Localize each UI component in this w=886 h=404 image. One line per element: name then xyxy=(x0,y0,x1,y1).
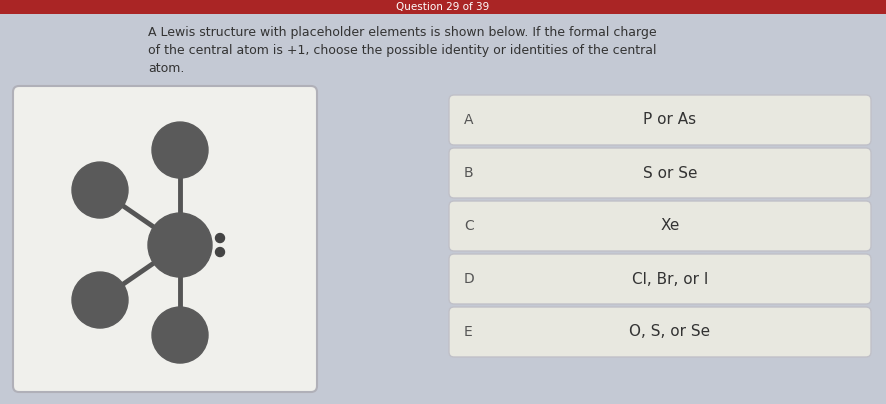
Text: Xe: Xe xyxy=(660,219,680,234)
FancyBboxPatch shape xyxy=(449,254,871,304)
Circle shape xyxy=(148,213,212,277)
FancyBboxPatch shape xyxy=(449,201,871,251)
FancyBboxPatch shape xyxy=(13,86,317,392)
FancyBboxPatch shape xyxy=(0,0,886,14)
Text: Cl, Br, or I: Cl, Br, or I xyxy=(632,271,708,286)
Text: S or Se: S or Se xyxy=(642,166,697,181)
Text: B: B xyxy=(464,166,474,180)
Text: C: C xyxy=(464,219,474,233)
Text: D: D xyxy=(464,272,475,286)
FancyBboxPatch shape xyxy=(449,307,871,357)
Circle shape xyxy=(215,248,224,257)
Circle shape xyxy=(152,307,208,363)
Circle shape xyxy=(215,234,224,242)
Text: O, S, or Se: O, S, or Se xyxy=(629,324,711,339)
Text: P or As: P or As xyxy=(643,112,696,128)
Text: A: A xyxy=(464,113,473,127)
Text: atom.: atom. xyxy=(148,62,184,75)
Text: E: E xyxy=(464,325,473,339)
Circle shape xyxy=(152,122,208,178)
Text: of the central atom is +1, choose the possible identity or identities of the cen: of the central atom is +1, choose the po… xyxy=(148,44,657,57)
Circle shape xyxy=(72,162,128,218)
FancyBboxPatch shape xyxy=(449,95,871,145)
Text: A Lewis structure with placeholder elements is shown below. If the formal charge: A Lewis structure with placeholder eleme… xyxy=(148,26,657,39)
Text: Question 29 of 39: Question 29 of 39 xyxy=(396,2,490,12)
Circle shape xyxy=(72,272,128,328)
FancyBboxPatch shape xyxy=(449,148,871,198)
